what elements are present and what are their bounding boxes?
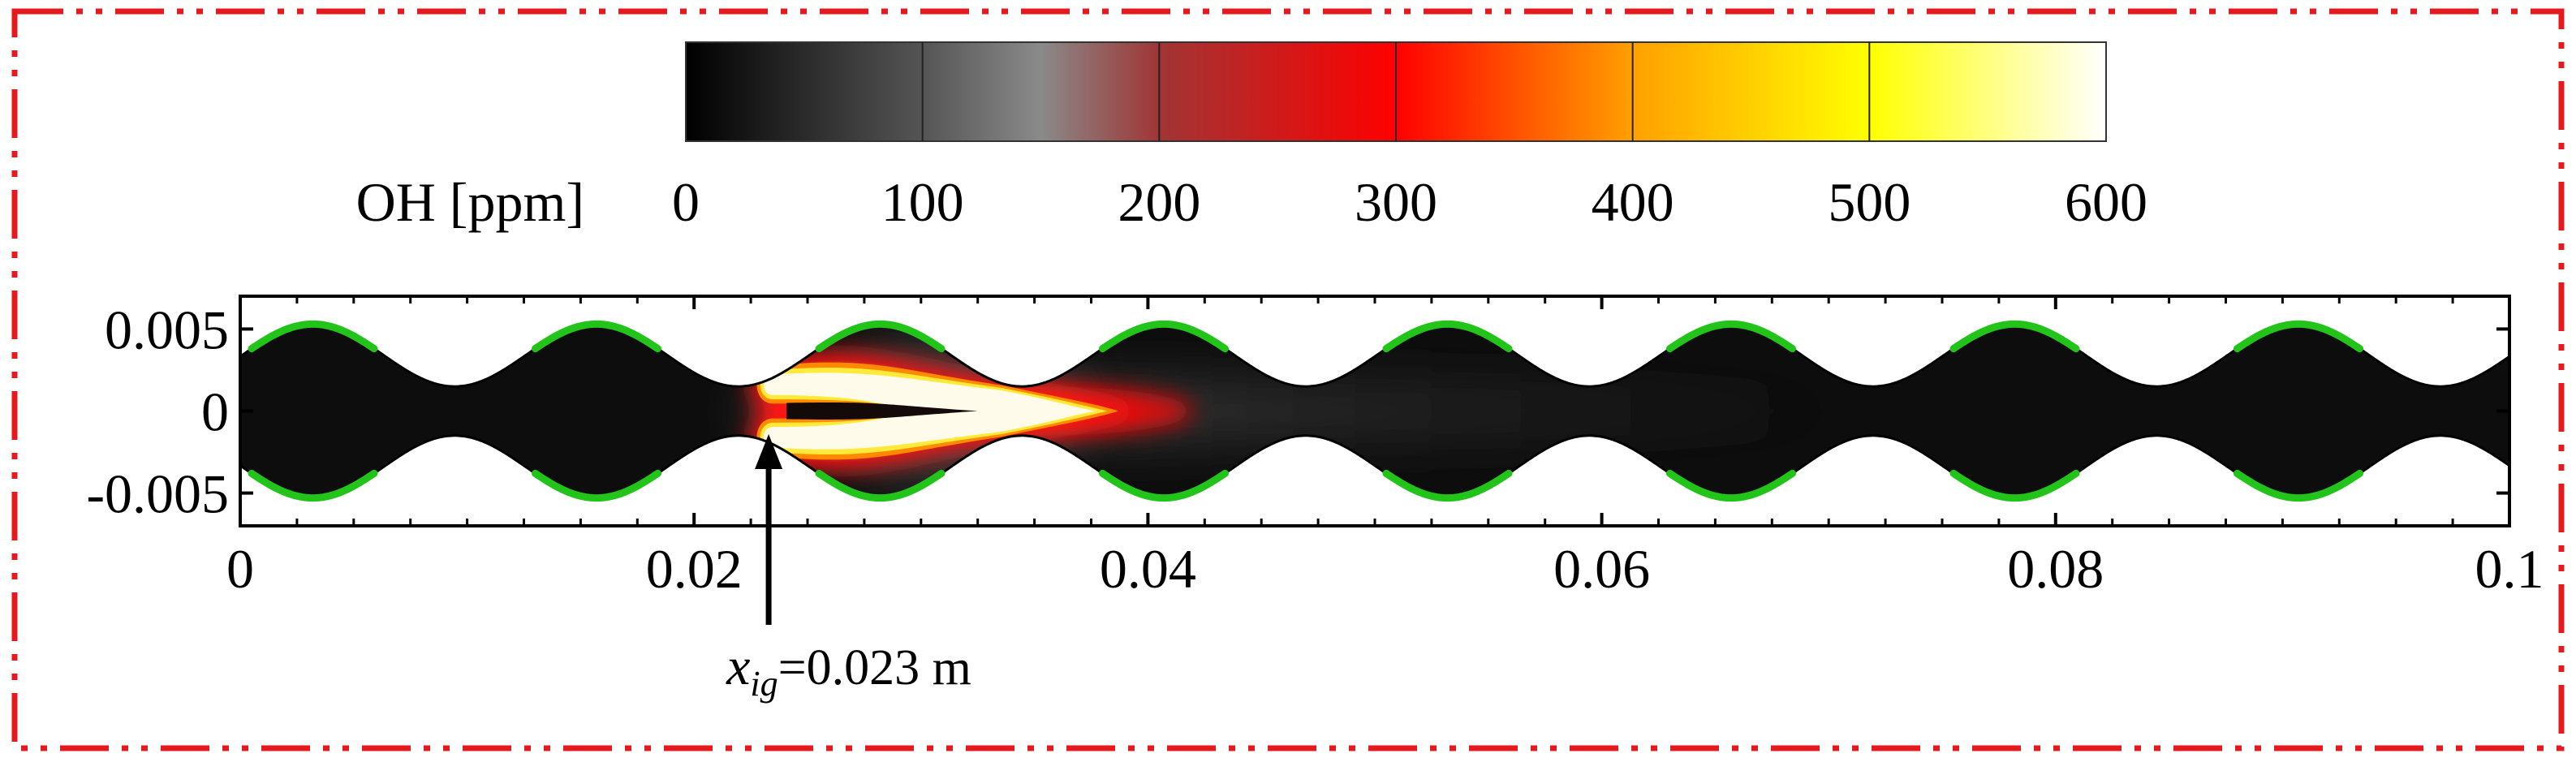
x-tick-label: 0.06: [1553, 538, 1650, 600]
channel-field: [240, 324, 2509, 498]
colorbar-tick-label: 500: [1828, 171, 1910, 233]
annotation-label: xig=0.023 m: [726, 637, 971, 704]
wall-highlight-segment: [1666, 320, 1796, 353]
wall-highlight-segment: [1099, 469, 1229, 502]
wall-highlight-segment: [248, 320, 378, 353]
x-tick-label: 0.04: [1100, 538, 1196, 600]
outer-frame: [11, 8, 2565, 751]
wall-highlight-segment: [248, 469, 378, 502]
wall-highlight-segment: [2234, 469, 2363, 502]
y-tick-label: 0: [201, 381, 229, 443]
flame-central-gap: [786, 402, 978, 420]
wall-highlight-segment: [1666, 469, 1796, 502]
x-tick-label: 0: [226, 538, 254, 600]
annotation-value: =0.023 m: [778, 640, 971, 695]
colorbar-tick-label: 300: [1355, 171, 1437, 233]
wall-highlight-segment: [532, 320, 661, 353]
plot-area: 0 0.02 0.04 0.06 0.08 0.1 0.005 0 -0.005: [86, 295, 2544, 600]
x-axis: 0 0.02 0.04 0.06 0.08 0.1: [226, 296, 2544, 600]
colorbar-tick-label: 200: [1118, 171, 1200, 233]
colorbar: OH [ppm] 0 100 200 300 400 500 600: [356, 41, 2147, 233]
x-tick-label: 0.1: [2475, 538, 2544, 600]
wall-highlight-bottom: [248, 469, 2363, 502]
colorbar-ticks: 0 100 200 300 400 500 600: [672, 171, 2147, 233]
wall-highlight-segment: [532, 469, 661, 502]
wall-highlight-segment: [1949, 469, 2080, 502]
wall-highlight-segment: [1382, 320, 1513, 353]
x-tick-label: 0.02: [646, 538, 743, 600]
wall-highlight-segment: [1382, 469, 1513, 502]
x-tick-label: 0.08: [2007, 538, 2104, 600]
y-tick-label: 0.005: [105, 299, 229, 360]
wall-highlight-top: [248, 320, 2363, 353]
wall-highlight-segment: [1099, 320, 1229, 353]
colorbar-tick-label: 400: [1592, 171, 1674, 233]
wall-highlight-segment: [2234, 320, 2363, 353]
colorbar-tick-label: 0: [672, 171, 700, 233]
colorbar-tick-label: 100: [881, 171, 964, 233]
colorbar-tick-label: 600: [2065, 171, 2147, 233]
wall-highlight-segment: [815, 320, 946, 353]
ignition-annotation: xig=0.023 m: [726, 434, 971, 704]
annotation-subscript: ig: [750, 664, 778, 704]
y-axis: 0.005 0 -0.005: [86, 299, 2509, 525]
colorbar-label: OH [ppm]: [356, 171, 584, 233]
annotation-symbol: x: [726, 637, 750, 696]
y-tick-label: -0.005: [86, 463, 229, 525]
wall-highlight-segment: [815, 469, 946, 502]
colorbar-dividers: [921, 42, 1871, 141]
annotation-arrow-head: [755, 434, 783, 469]
wall-highlight-segment: [1949, 320, 2080, 353]
